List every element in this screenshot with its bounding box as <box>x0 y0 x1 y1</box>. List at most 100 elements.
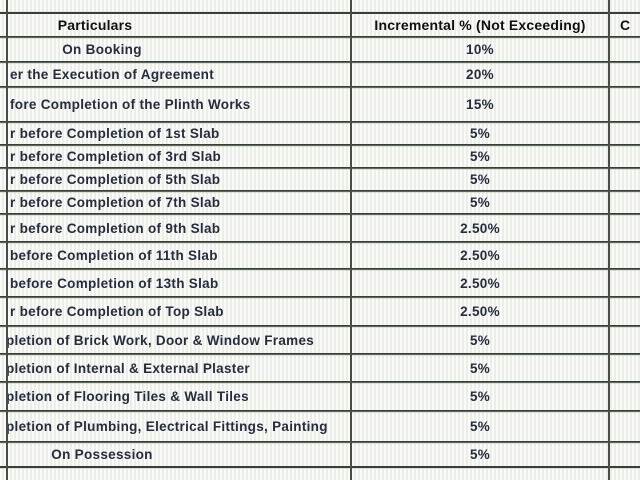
header-incremental-label: Incremental % (Not Exceeding) <box>374 17 586 33</box>
particulars-cell: r before Completion of 1st Slab <box>0 123 351 144</box>
third-column-cell <box>609 327 640 353</box>
header-third-column: C <box>609 14 640 36</box>
incremental-cell: 5% <box>351 355 609 381</box>
column-divider-incremental-third <box>608 0 610 480</box>
table-row: r before Completion of 3rd Slab 5% <box>0 146 640 169</box>
incremental-cell: 5% <box>351 327 609 353</box>
table-row: r before Completion of 5th Slab 5% <box>0 169 640 192</box>
particulars-cell: On Possession <box>0 443 351 466</box>
particulars-cell: pletion of Internal & External Plaster <box>0 355 351 381</box>
incremental-cell: 2.50% <box>351 270 609 296</box>
table-row: r before Completion of Top Slab 2.50% <box>0 298 640 327</box>
third-column-cell <box>609 383 640 410</box>
particulars-text: r before Completion of 3rd Slab <box>10 149 222 164</box>
particulars-cell: pletion of Flooring Tiles & Wall Tiles <box>0 383 351 410</box>
table-row: er the Execution of Agreement 20% <box>0 63 640 88</box>
table-row: pletion of Plumbing, Electrical Fittings… <box>0 412 640 443</box>
table-body: On Booking 10% er the Execution of Agree… <box>0 38 640 468</box>
incremental-text: 5% <box>469 389 491 404</box>
particulars-cell: r before Completion of 3rd Slab <box>0 146 351 167</box>
incremental-cell: 5% <box>351 123 609 144</box>
particulars-text: On Possession <box>51 447 153 462</box>
incremental-cell: 20% <box>351 63 609 86</box>
particulars-cell: er the Execution of Agreement <box>0 63 351 86</box>
incremental-cell: 2.50% <box>351 215 609 241</box>
incremental-text: 5% <box>469 419 491 434</box>
third-column-cell <box>609 192 640 213</box>
incremental-text: 5% <box>469 447 491 462</box>
particulars-text: r before Completion of Top Slab <box>10 304 224 319</box>
incremental-cell: 5% <box>351 192 609 213</box>
table-row: r before Completion of 9th Slab 2.50% <box>0 215 640 243</box>
header-incremental: Incremental % (Not Exceeding) <box>351 14 609 36</box>
incremental-text: 2.50% <box>460 248 500 263</box>
header-third-column-label: C <box>620 17 631 33</box>
table-row: pletion of Brick Work, Door & Window Fra… <box>0 327 640 355</box>
third-column-cell <box>609 270 640 296</box>
header-row: Particulars Incremental % (Not Exceeding… <box>0 12 640 38</box>
third-column-cell <box>609 298 640 325</box>
particulars-text: On Booking <box>62 42 142 57</box>
particulars-text: er the Execution of Agreement <box>10 67 214 82</box>
table-row: On Booking 10% <box>0 38 640 63</box>
particulars-text: r before Completion of 5th Slab <box>10 172 221 187</box>
column-divider-particulars-incremental <box>350 0 352 480</box>
particulars-text: pletion of Brick Work, Door & Window Fra… <box>6 332 315 348</box>
incremental-text: 5% <box>469 149 491 164</box>
table-row: r before Completion of 7th Slab 5% <box>0 192 640 215</box>
header-particulars: Particulars <box>0 14 351 36</box>
particulars-cell: before Completion of 11th Slab <box>0 243 351 268</box>
particulars-cell: fore Completion of the Plinth Works <box>0 88 351 121</box>
particulars-cell: pletion of Plumbing, Electrical Fittings… <box>0 412 351 441</box>
incremental-text: 2.50% <box>460 275 500 291</box>
incremental-cell: 5% <box>351 169 609 190</box>
third-column-cell <box>609 88 640 121</box>
incremental-cell: 2.50% <box>351 243 609 268</box>
particulars-cell: before Completion of 13th Slab <box>0 270 351 296</box>
table-row: pletion of Internal & External Plaster 5… <box>0 355 640 383</box>
particulars-text: pletion of Plumbing, Electrical Fittings… <box>6 419 328 434</box>
particulars-text: r before Completion of 7th Slab <box>10 195 221 210</box>
incremental-cell: 10% <box>351 38 609 61</box>
incremental-cell: 15% <box>351 88 609 121</box>
incremental-cell: 5% <box>351 443 609 466</box>
incremental-cell: 5% <box>351 383 609 410</box>
table-row: before Completion of 11th Slab 2.50% <box>0 243 640 270</box>
particulars-text: fore Completion of the Plinth Works <box>10 97 251 112</box>
incremental-text: 15% <box>466 97 494 112</box>
third-column-cell <box>609 63 640 86</box>
table-row: r before Completion of 1st Slab 5% <box>0 123 640 146</box>
table-row: pletion of Flooring Tiles & Wall Tiles 5… <box>0 383 640 412</box>
incremental-text: 5% <box>469 195 491 210</box>
incremental-text: 5% <box>469 332 491 348</box>
table-row: fore Completion of the Plinth Works 15% <box>0 88 640 123</box>
third-column-cell <box>609 146 640 167</box>
third-column-cell <box>609 355 640 381</box>
incremental-text: 5% <box>469 172 491 187</box>
third-column-cell <box>609 412 640 441</box>
third-column-cell <box>609 123 640 144</box>
incremental-text: 10% <box>466 42 494 57</box>
table-row: On Possession 5% <box>0 443 640 468</box>
particulars-text: pletion of Flooring Tiles & Wall Tiles <box>6 389 249 404</box>
incremental-text: 20% <box>466 67 494 82</box>
third-column-cell <box>609 243 640 268</box>
incremental-cell: 2.50% <box>351 298 609 325</box>
incremental-text: 2.50% <box>460 304 500 319</box>
table-left-border <box>6 0 8 480</box>
payment-schedule-table: Particulars Incremental % (Not Exceeding… <box>0 12 640 468</box>
incremental-text: 5% <box>469 126 491 141</box>
particulars-text: before Completion of 11th Slab <box>10 248 218 263</box>
incremental-cell: 5% <box>351 146 609 167</box>
incremental-text: 5% <box>469 360 491 376</box>
particulars-text: r before Completion of 9th Slab <box>10 220 221 236</box>
particulars-cell: On Booking <box>0 38 351 61</box>
incremental-cell: 5% <box>351 412 609 441</box>
particulars-text: before Completion of 13th Slab <box>10 275 219 291</box>
third-column-cell <box>609 38 640 61</box>
table-row: before Completion of 13th Slab 2.50% <box>0 270 640 298</box>
third-column-cell <box>609 169 640 190</box>
third-column-cell <box>609 443 640 466</box>
particulars-cell: pletion of Brick Work, Door & Window Fra… <box>0 327 351 353</box>
